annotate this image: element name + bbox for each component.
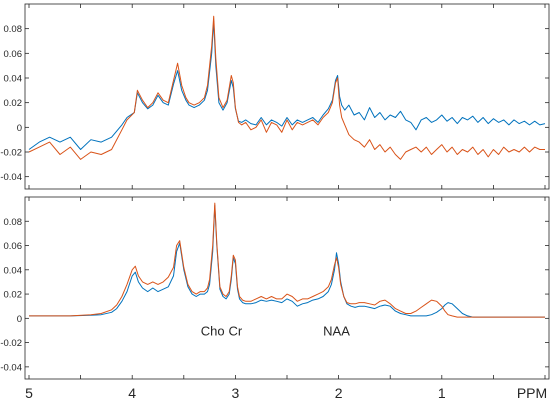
x-tick-label: 5 <box>25 385 33 401</box>
x-axis-tick-labels: 5 4 3 2 1 PPM <box>25 385 547 401</box>
x-tick-label: 2 <box>335 385 343 401</box>
y-tick-label: -0.04 <box>0 362 22 373</box>
peak-label-cho: Cho <box>201 324 225 339</box>
x-tick-label: 4 <box>128 385 136 401</box>
y-tick-label: -0.02 <box>0 148 22 159</box>
series-line-blue <box>29 205 545 318</box>
y-tick-label: 0 <box>17 314 22 325</box>
peak-label-cr: Cr <box>229 324 243 339</box>
bottom-panel: -0.04 -0.02 0 0.02 0.04 0.06 0.08 Cho Cr NAA <box>0 196 550 380</box>
x-axis-label: PPM <box>517 385 547 401</box>
y-tick-label: -0.04 <box>0 172 22 183</box>
y-tick-label: 0.06 <box>4 241 23 252</box>
peak-label-naa: NAA <box>323 324 350 339</box>
series-line-orange <box>28 15 545 160</box>
series-line-blue <box>28 20 546 150</box>
y-tick-label: -0.02 <box>0 338 22 349</box>
x-tick-label: 3 <box>232 385 240 401</box>
y-tick-label: 0.04 <box>4 74 23 85</box>
x-tick-label: 1 <box>438 385 446 401</box>
y-tick-label: 0 <box>17 123 22 134</box>
axes-frame <box>24 3 550 190</box>
top-panel: -0.04 -0.02 0 0.02 0.04 0.06 0.08 <box>0 3 550 190</box>
axes-frame <box>24 196 550 380</box>
y-tick-label: 0.08 <box>4 24 23 35</box>
y-tick-label: 0.02 <box>4 98 23 109</box>
y-tick-label: 0.08 <box>4 217 23 228</box>
y-tick-label: 0.02 <box>4 290 23 301</box>
y-tick-label: 0.06 <box>4 49 23 60</box>
y-tick-label: 0.04 <box>4 265 23 276</box>
series-line-orange <box>29 202 545 318</box>
